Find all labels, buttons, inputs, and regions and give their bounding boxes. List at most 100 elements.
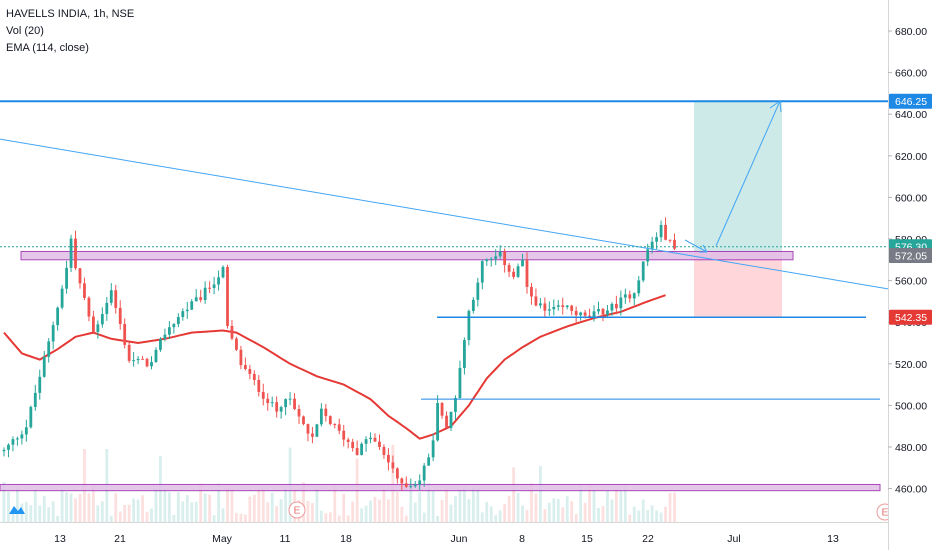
- price-label-badge[interactable]: [889, 248, 932, 264]
- volume-bar: [467, 499, 471, 522]
- descending-trendline[interactable]: [0, 138, 889, 290]
- volume-bar: [315, 487, 319, 522]
- candle-body: [427, 457, 431, 466]
- candle-body: [588, 315, 591, 317]
- lower-demand-zone[interactable]: [0, 483, 881, 492]
- price-axis[interactable]: 460.00480.00500.00520.00540.00560.00580.…: [888, 0, 932, 550]
- volume-bar: [614, 488, 618, 522]
- volume-bar: [136, 499, 140, 522]
- volume-bar: [342, 493, 346, 522]
- volume-bar: [185, 495, 189, 522]
- volume-bar: [212, 515, 216, 522]
- candle-body: [239, 349, 243, 366]
- candle-body: [632, 293, 636, 299]
- candle-body: [167, 327, 171, 335]
- candles: [2, 217, 676, 491]
- candle-body: [342, 430, 346, 440]
- volume-bar: [275, 506, 279, 522]
- volume-bar: [539, 466, 542, 522]
- candle-body: [2, 449, 6, 452]
- candle-body: [579, 312, 583, 316]
- pullback-arrow[interactable]: [684, 239, 708, 253]
- target-arrow[interactable]: [715, 100, 781, 247]
- volume-bar: [503, 503, 507, 522]
- candle-body: [476, 282, 480, 300]
- volume-bar: [395, 491, 399, 522]
- volume-bar: [11, 509, 15, 522]
- volume-bar: [203, 493, 207, 522]
- volume-bar: [2, 482, 6, 522]
- volume-bar: [382, 488, 386, 522]
- candle-body: [114, 290, 118, 308]
- price-label-badge[interactable]: [889, 309, 932, 325]
- candle-body: [176, 317, 180, 325]
- volume-bar: [360, 508, 363, 522]
- price-label-badge[interactable]: [889, 93, 932, 109]
- candle-body: [463, 340, 466, 368]
- volume-bar: [78, 493, 82, 522]
- candle-body: [328, 416, 332, 425]
- volume-bar: [650, 505, 654, 522]
- volume-bar: [601, 505, 605, 522]
- candle-body: [51, 325, 55, 342]
- candle-body: [257, 379, 261, 392]
- price-tick-label: 520.00: [895, 359, 927, 371]
- candle-body: [574, 310, 578, 316]
- volume-bar: [172, 514, 176, 522]
- candle-body: [565, 305, 569, 308]
- volume-bar: [33, 490, 37, 522]
- legend-ema: EMA (114, close): [6, 42, 89, 54]
- volume-bars: [2, 444, 676, 522]
- candle-body: [480, 261, 484, 283]
- volume-bar: [60, 488, 64, 522]
- candle-body: [471, 299, 475, 311]
- time-tick-label: 18: [340, 533, 352, 545]
- candle-body: [266, 398, 270, 404]
- position-stop-zone[interactable]: [694, 251, 782, 318]
- candle-body: [458, 367, 462, 399]
- earnings-event-icon[interactable]: [288, 501, 306, 519]
- candle-body: [136, 358, 140, 361]
- time-tick-label: May: [212, 533, 233, 545]
- tradingview-logo-icon: [9, 506, 25, 514]
- volume-bar: [547, 502, 551, 522]
- drawing-back-layer: [0, 101, 881, 492]
- candle-body: [333, 424, 337, 426]
- volume-bar: [118, 511, 122, 522]
- volume-bar: [574, 514, 578, 522]
- volume-bar: [92, 484, 95, 522]
- volume-bar: [176, 492, 180, 522]
- candle-body: [279, 407, 283, 412]
- candle-body: [655, 237, 659, 242]
- candle-body: [485, 259, 489, 262]
- volume-bar: [221, 508, 225, 522]
- volume-bar: [324, 513, 328, 522]
- candle-body: [24, 427, 28, 435]
- candle-body: [315, 424, 319, 437]
- upper-supply-zone[interactable]: [20, 250, 794, 261]
- price-tick-label: 640.00: [895, 109, 927, 121]
- volume-bar: [387, 499, 390, 522]
- volume-bar: [150, 508, 153, 522]
- candle-body: [20, 434, 24, 439]
- candle-body: [199, 297, 203, 300]
- candle-body: [623, 294, 627, 298]
- position-target-zone[interactable]: [694, 101, 782, 252]
- volume-bar: [270, 492, 274, 522]
- candle-body: [109, 290, 113, 303]
- time-axis[interactable]: 13 21 May 11 18 Jun 8 15 22 Jul 13: [0, 522, 888, 550]
- candle-body: [628, 294, 632, 299]
- volume-bar: [351, 501, 355, 522]
- candle-body: [516, 266, 520, 277]
- candle-body: [319, 408, 323, 425]
- candle-body: [409, 486, 413, 488]
- candle-body: [418, 480, 422, 485]
- chart-legend: HAVELLS INDIA, 1h, NSE Vol (20) EMA (114…: [6, 6, 134, 57]
- candle-body: [288, 398, 292, 400]
- candle-body: [552, 306, 556, 310]
- volume-bar: [42, 495, 46, 522]
- candle-body: [248, 368, 252, 374]
- candle-body: [360, 443, 363, 455]
- time-tick-label: 13: [827, 533, 839, 545]
